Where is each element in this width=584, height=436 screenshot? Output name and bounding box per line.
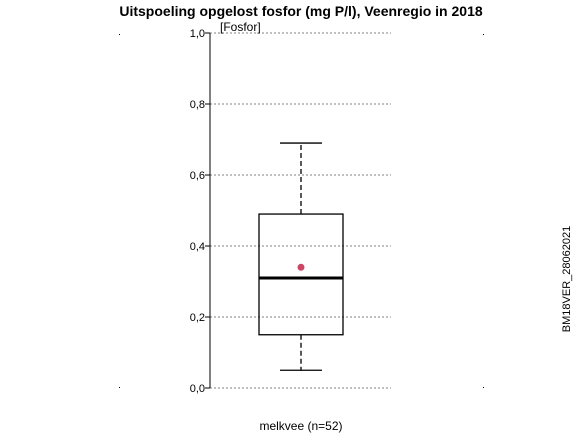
y-tick-label: 0,8 bbox=[190, 99, 205, 111]
y-tick-label: 0,4 bbox=[190, 241, 205, 253]
corner-dot-top-left bbox=[119, 34, 120, 35]
chart-title: Uitspoeling opgelost fosfor (mg P/l), Ve… bbox=[119, 3, 482, 19]
iqr-box bbox=[258, 213, 344, 336]
corner-dot-bottom-left bbox=[119, 387, 120, 388]
corner-dot-top-right bbox=[483, 34, 484, 35]
box-group bbox=[258, 142, 344, 371]
side-code-label: BM18VER_28062021 bbox=[561, 226, 573, 332]
y-tick-label: 0,6 bbox=[190, 170, 205, 182]
y-axis-ticks: 0,0 0,2 0,4 0,6 0,8 1,0 bbox=[190, 28, 210, 395]
x-category-label: melkvee (n=52) bbox=[259, 419, 342, 433]
mean-point bbox=[297, 263, 305, 271]
corner-dot-bottom-right bbox=[483, 387, 484, 388]
y-tick-label: 0,0 bbox=[190, 383, 205, 395]
y-tick-label: 1,0 bbox=[190, 28, 205, 40]
y-axis-label: [Fosfor] bbox=[220, 20, 261, 34]
y-tick-label: 0,2 bbox=[190, 312, 205, 324]
